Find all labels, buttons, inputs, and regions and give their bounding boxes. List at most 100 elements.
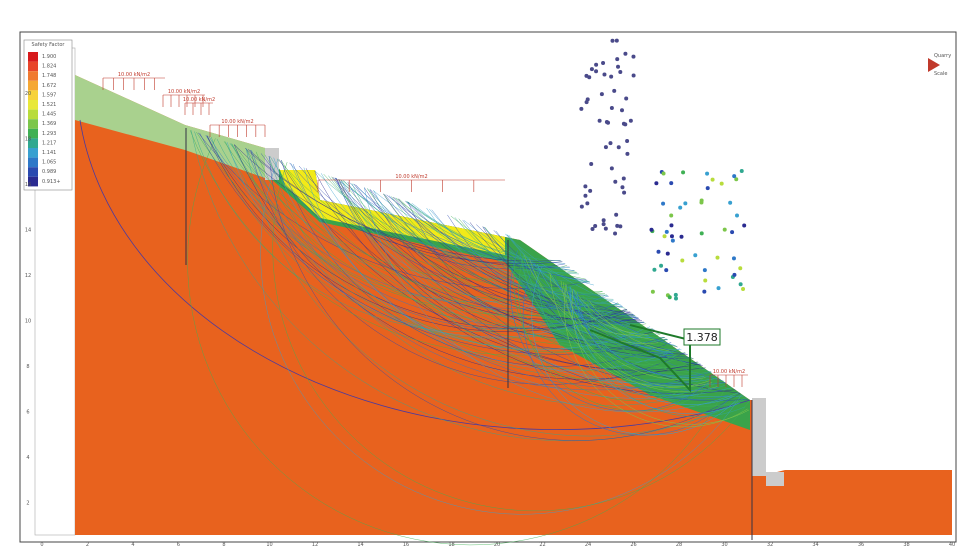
legend-swatch bbox=[28, 128, 38, 139]
legend-swatch bbox=[28, 157, 38, 168]
x-tick-label: 10 bbox=[266, 542, 272, 548]
slip-center bbox=[662, 234, 667, 239]
slip-surface bbox=[536, 263, 652, 338]
layer-top bbox=[75, 75, 265, 178]
slip-center bbox=[669, 223, 674, 228]
slip-surface bbox=[577, 292, 729, 400]
slip-surface bbox=[331, 176, 694, 360]
layer-yellow bbox=[280, 170, 505, 255]
slip-center bbox=[699, 200, 704, 205]
slip-center bbox=[669, 234, 674, 239]
slip-center bbox=[731, 256, 736, 261]
y-tick-label: 6 bbox=[26, 410, 29, 416]
y-tick-label: 10 bbox=[25, 319, 31, 325]
slip-surface bbox=[510, 250, 711, 412]
slip-surface bbox=[386, 194, 588, 281]
legend-value: 1.900 bbox=[42, 54, 56, 60]
slip-center bbox=[738, 266, 743, 271]
load-label: 10.00 kN/m2 bbox=[395, 174, 427, 180]
legend-swatch bbox=[28, 80, 38, 91]
x-tick-label: 0 bbox=[40, 542, 43, 548]
slip-surface bbox=[529, 258, 675, 358]
slip-surface bbox=[352, 183, 570, 268]
slip-center bbox=[705, 171, 710, 176]
legend-swatch bbox=[28, 52, 38, 62]
slip-surface bbox=[364, 187, 740, 413]
x-tick-label: 30 bbox=[721, 542, 727, 548]
slip-surface bbox=[469, 222, 703, 366]
x-tick-label: 18 bbox=[448, 542, 454, 548]
slip-center bbox=[650, 289, 655, 294]
slip-surface bbox=[572, 288, 671, 353]
icon bbox=[928, 58, 940, 72]
slip-center bbox=[583, 193, 588, 198]
slip-center bbox=[715, 255, 720, 260]
slip-center bbox=[728, 200, 733, 205]
x-tick-label: 40 bbox=[949, 542, 955, 548]
slip-center bbox=[609, 166, 614, 171]
slip-surface bbox=[223, 141, 647, 331]
slip-center bbox=[597, 118, 602, 123]
legend-swatch bbox=[28, 90, 38, 100]
slip-surface bbox=[229, 143, 645, 326]
load-label: 10.00 kN/m2 bbox=[713, 369, 745, 375]
slip-surface bbox=[197, 132, 590, 289]
slip-surface bbox=[537, 264, 713, 397]
slip-surface bbox=[245, 148, 748, 437]
slip-surface bbox=[233, 144, 563, 264]
wall bbox=[752, 398, 766, 476]
slip-center bbox=[661, 201, 666, 206]
slip-center bbox=[583, 184, 588, 189]
slip-center bbox=[601, 218, 606, 223]
slip-center bbox=[661, 171, 666, 176]
slip-surface bbox=[292, 163, 716, 388]
slip-center bbox=[594, 69, 599, 74]
slip-center bbox=[612, 88, 617, 93]
slip-surface bbox=[245, 148, 568, 280]
slip-surface bbox=[569, 287, 732, 405]
legend-value: 1.521 bbox=[42, 102, 56, 108]
wall bbox=[766, 472, 784, 486]
wall bbox=[265, 148, 279, 180]
slip-surface bbox=[520, 252, 676, 362]
slip-surface bbox=[244, 148, 561, 262]
x-tick-label: 24 bbox=[585, 542, 591, 548]
slip-center bbox=[654, 181, 659, 186]
slip-surface bbox=[315, 171, 578, 274]
legend-value: 1.293 bbox=[42, 131, 56, 137]
slip-surface bbox=[280, 160, 672, 367]
legend-swatch bbox=[28, 176, 38, 187]
slip-center bbox=[665, 251, 670, 256]
slip-surface bbox=[523, 254, 671, 356]
slip-center bbox=[594, 62, 599, 67]
slip-surface bbox=[397, 198, 631, 313]
y-tick-label: 14 bbox=[25, 228, 31, 234]
slip-center bbox=[579, 204, 584, 209]
slip-center bbox=[628, 118, 633, 123]
legend-swatch bbox=[28, 167, 38, 177]
slip-center bbox=[656, 249, 661, 254]
slip-center bbox=[616, 64, 621, 69]
slip-center bbox=[602, 72, 607, 77]
slip-center bbox=[618, 224, 623, 229]
slip-surface bbox=[560, 280, 713, 388]
slip-center bbox=[669, 213, 674, 218]
slip-center bbox=[603, 226, 608, 231]
legend-swatch bbox=[28, 109, 38, 120]
slip-center bbox=[585, 97, 590, 102]
slip-center bbox=[732, 272, 737, 277]
slip-center bbox=[735, 213, 740, 218]
x-tick-label: 12 bbox=[312, 542, 318, 548]
y-tick-label: 8 bbox=[26, 364, 29, 370]
slip-center bbox=[705, 186, 710, 191]
slip-surface bbox=[234, 144, 603, 301]
legend-swatch bbox=[28, 100, 38, 110]
slip-center bbox=[615, 223, 620, 228]
slip-center bbox=[631, 54, 636, 59]
x-tick-label: 2 bbox=[86, 542, 89, 548]
slip-surface bbox=[564, 284, 748, 428]
slip-center bbox=[679, 234, 684, 239]
slip-center bbox=[613, 179, 618, 184]
y-tick-label: 16 bbox=[25, 182, 31, 188]
slip-surface bbox=[522, 262, 732, 436]
